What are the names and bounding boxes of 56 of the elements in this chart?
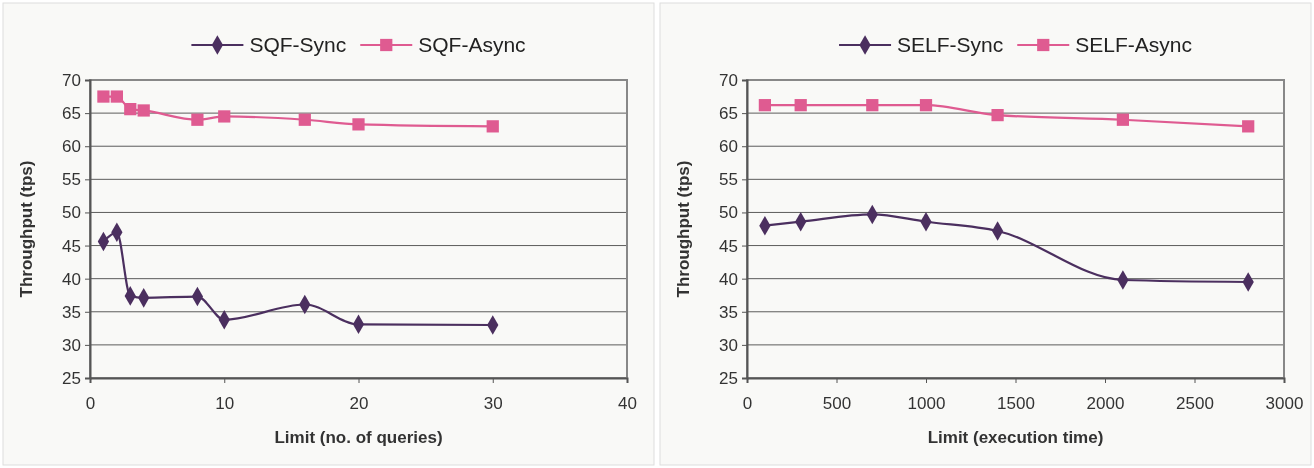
y-tick-label: 50 (719, 203, 738, 223)
x-tick-label: 1000 (907, 394, 946, 414)
x-tick-label: 0 (742, 394, 753, 414)
x-tick-label: 1500 (997, 394, 1035, 414)
point (758, 99, 772, 112)
x-tick-label: 30 (483, 394, 503, 414)
y-tick-label: 40 (719, 269, 738, 289)
point (352, 118, 365, 131)
point (97, 90, 110, 103)
x-tick-label: 500 (822, 394, 852, 414)
y-tick-label: 35 (719, 302, 738, 322)
legend-label: SELF-Sync (897, 33, 1004, 57)
y-tick-label: 65 (62, 104, 81, 124)
point (110, 90, 123, 103)
x-tick-label: 40 (618, 394, 637, 414)
point (794, 99, 807, 112)
y-tick-label: 60 (719, 137, 738, 157)
y-axis-title: Throughput (tps) (674, 160, 693, 298)
y-tick-label: 65 (719, 104, 738, 124)
y-tick-label: 50 (62, 203, 81, 223)
point (137, 104, 150, 117)
point (191, 113, 204, 126)
point (1116, 113, 1130, 126)
point (486, 120, 499, 133)
y-tick-label: 35 (62, 302, 81, 322)
x-tick-label: 3000 (1265, 394, 1304, 414)
y-tick-label: 30 (719, 335, 738, 355)
y-tick-label: 70 (719, 70, 738, 90)
point (218, 110, 231, 123)
y-axis-title: Throughput (tps) (17, 160, 36, 298)
point (298, 113, 311, 126)
x-tick-label: 10 (215, 394, 235, 414)
x-tick-label: 2500 (1176, 394, 1214, 414)
point (124, 103, 137, 116)
x-tick-label: 0 (85, 394, 96, 414)
y-tick-label: 45 (62, 236, 81, 256)
point (991, 108, 1004, 122)
y-tick-label: 60 (62, 137, 81, 157)
y-tick-label: 25 (62, 368, 81, 388)
legend-label: SELF-Async (1075, 33, 1192, 57)
point (919, 99, 933, 112)
y-tick-label: 45 (719, 236, 738, 256)
y-tick-label: 70 (62, 70, 81, 90)
y-tick-label: 55 (719, 170, 738, 190)
legend-label: SQF-Sync (249, 33, 347, 57)
x-axis-title: Limit (no. of queries) (274, 428, 443, 447)
x-axis-title: Limit (execution time) (927, 428, 1104, 447)
y-tick-label: 30 (62, 335, 81, 355)
x-tick-label: 2000 (1086, 394, 1125, 414)
x-tick-label: 20 (349, 394, 369, 414)
point (1242, 120, 1255, 133)
y-tick-label: 55 (62, 170, 81, 190)
y-tick-label: 25 (719, 368, 738, 388)
y-tick-label: 40 (62, 269, 81, 289)
legend-label: SQF-Async (418, 33, 526, 57)
point (866, 99, 879, 112)
